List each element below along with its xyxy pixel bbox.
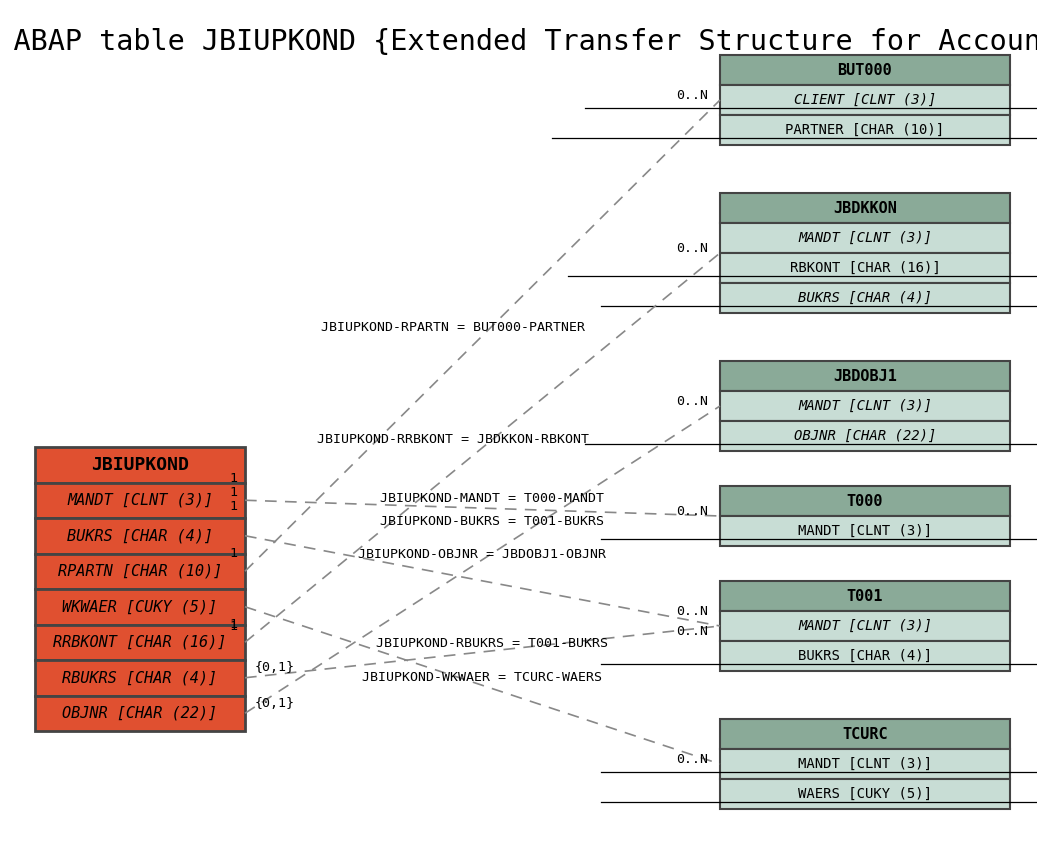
Text: T001: T001 (847, 589, 884, 604)
Text: BUT000: BUT000 (838, 63, 893, 77)
FancyBboxPatch shape (35, 589, 245, 624)
Text: 0..N: 0..N (676, 753, 708, 765)
Text: 1: 1 (229, 620, 237, 633)
FancyBboxPatch shape (35, 696, 245, 731)
Text: JBIUPKOND-RRBKONT = JBDKKON-RBKONT: JBIUPKOND-RRBKONT = JBDKKON-RBKONT (316, 433, 589, 446)
FancyBboxPatch shape (720, 253, 1010, 283)
FancyBboxPatch shape (35, 482, 245, 518)
Text: JBIUPKOND-RPARTN = BUT000-PARTNER: JBIUPKOND-RPARTN = BUT000-PARTNER (320, 321, 585, 334)
FancyBboxPatch shape (720, 391, 1010, 421)
Text: JBIUPKOND-BUKRS = T001-BUKRS: JBIUPKOND-BUKRS = T001-BUKRS (381, 515, 605, 528)
Text: RRBKONT [CHAR (16)]: RRBKONT [CHAR (16)] (53, 635, 227, 650)
FancyBboxPatch shape (35, 518, 245, 554)
Text: 1: 1 (229, 499, 237, 513)
FancyBboxPatch shape (720, 223, 1010, 253)
Text: JBDOBJ1: JBDOBJ1 (833, 369, 897, 383)
Text: 1: 1 (229, 472, 237, 485)
Text: RBKONT [CHAR (16)]: RBKONT [CHAR (16)] (789, 261, 941, 275)
Text: MANDT [CLNT (3)]: MANDT [CLNT (3)] (798, 399, 932, 413)
Text: SAP ABAP table JBIUPKOND {Extended Transfer Structure for Accounts}: SAP ABAP table JBIUPKOND {Extended Trans… (0, 28, 1037, 56)
FancyBboxPatch shape (720, 611, 1010, 641)
Text: TCURC: TCURC (842, 727, 888, 741)
Text: BUKRS [CHAR (4)]: BUKRS [CHAR (4)] (798, 649, 932, 663)
Text: CLIENT [CLNT (3)]: CLIENT [CLNT (3)] (793, 93, 936, 107)
Text: JBIUPKOND-RBUKRS = T001-BUKRS: JBIUPKOND-RBUKRS = T001-BUKRS (376, 637, 609, 650)
Text: 0..N: 0..N (676, 624, 708, 637)
Text: 0..N: 0..N (676, 89, 708, 102)
Text: MANDT [CLNT (3)]: MANDT [CLNT (3)] (798, 524, 932, 538)
FancyBboxPatch shape (720, 486, 1010, 516)
Text: {0,1}: {0,1} (255, 697, 295, 709)
Text: JBIUPKOND-WKWAER = TCURC-WAERS: JBIUPKOND-WKWAER = TCURC-WAERS (363, 671, 602, 684)
Text: PARTNER [CHAR (10)]: PARTNER [CHAR (10)] (785, 123, 945, 137)
FancyBboxPatch shape (720, 361, 1010, 391)
Text: 1: 1 (229, 617, 237, 631)
Text: JBIUPKOND: JBIUPKOND (91, 455, 189, 474)
FancyBboxPatch shape (720, 115, 1010, 145)
Text: T000: T000 (847, 493, 884, 509)
Text: 1: 1 (229, 486, 237, 499)
Text: 1: 1 (229, 547, 237, 560)
FancyBboxPatch shape (720, 283, 1010, 313)
FancyBboxPatch shape (720, 55, 1010, 85)
Text: 0..N: 0..N (676, 241, 708, 255)
Text: JBIUPKOND-MANDT = T000-MANDT: JBIUPKOND-MANDT = T000-MANDT (381, 492, 605, 505)
Text: MANDT [CLNT (3)]: MANDT [CLNT (3)] (67, 492, 213, 508)
Text: 0..N: 0..N (676, 505, 708, 517)
Text: OBJNR [CHAR (22)]: OBJNR [CHAR (22)] (62, 706, 218, 721)
FancyBboxPatch shape (35, 554, 245, 589)
Text: WAERS [CUKY (5)]: WAERS [CUKY (5)] (798, 787, 932, 801)
FancyBboxPatch shape (720, 581, 1010, 611)
Text: MANDT [CLNT (3)]: MANDT [CLNT (3)] (798, 757, 932, 771)
FancyBboxPatch shape (720, 193, 1010, 223)
FancyBboxPatch shape (35, 447, 245, 482)
FancyBboxPatch shape (720, 421, 1010, 451)
Text: RBUKRS [CHAR (4)]: RBUKRS [CHAR (4)] (62, 670, 218, 685)
FancyBboxPatch shape (720, 719, 1010, 749)
FancyBboxPatch shape (720, 516, 1010, 546)
FancyBboxPatch shape (35, 660, 245, 696)
Text: {0,1}: {0,1} (255, 661, 295, 674)
Text: JBIUPKOND-OBJNR = JBDOBJ1-OBJNR: JBIUPKOND-OBJNR = JBDOBJ1-OBJNR (359, 548, 607, 561)
FancyBboxPatch shape (720, 779, 1010, 809)
FancyBboxPatch shape (35, 624, 245, 660)
Text: WKWAER [CUKY (5)]: WKWAER [CUKY (5)] (62, 599, 218, 614)
Text: BUKRS [CHAR (4)]: BUKRS [CHAR (4)] (798, 291, 932, 305)
FancyBboxPatch shape (720, 641, 1010, 671)
Text: BUKRS [CHAR (4)]: BUKRS [CHAR (4)] (67, 529, 213, 543)
FancyBboxPatch shape (720, 749, 1010, 779)
Text: MANDT [CLNT (3)]: MANDT [CLNT (3)] (798, 231, 932, 245)
Text: MANDT [CLNT (3)]: MANDT [CLNT (3)] (798, 619, 932, 633)
Text: 0..N: 0..N (676, 604, 708, 617)
Text: 0..N: 0..N (676, 394, 708, 407)
Text: JBDKKON: JBDKKON (833, 201, 897, 215)
FancyBboxPatch shape (720, 85, 1010, 115)
Text: RPARTN [CHAR (10)]: RPARTN [CHAR (10)] (58, 564, 222, 579)
Text: OBJNR [CHAR (22)]: OBJNR [CHAR (22)] (793, 429, 936, 443)
